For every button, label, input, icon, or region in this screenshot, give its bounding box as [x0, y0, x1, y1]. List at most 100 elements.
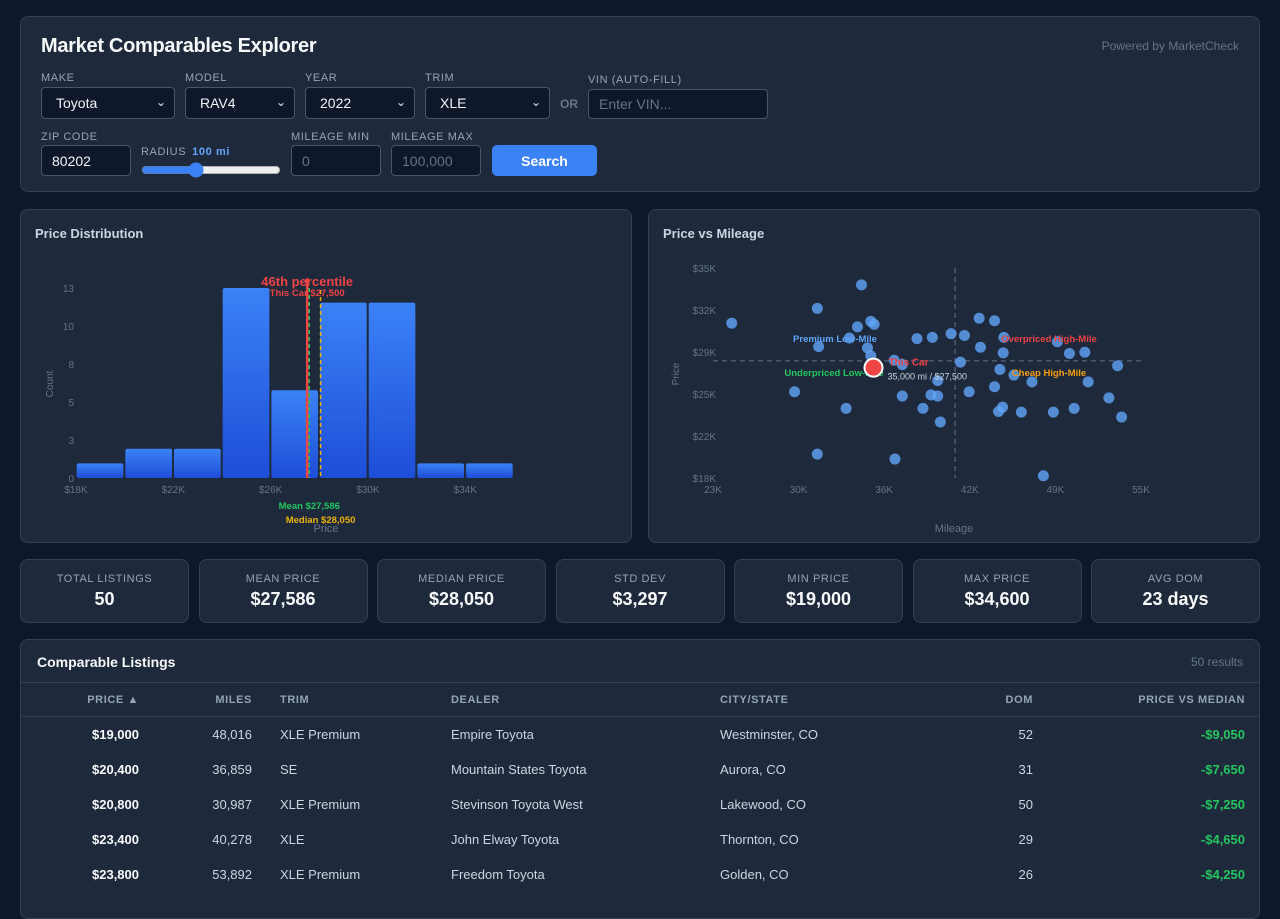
trim-label: TRIM	[425, 72, 455, 84]
scatter-point	[911, 333, 923, 345]
mileage-max-input[interactable]	[391, 145, 481, 176]
table-cell: -$4,250	[1200, 867, 1245, 882]
scatter-svg: $18K $22K $25K $29K $32K $35K 23K 30K 36K 42K 49K 5…	[671, 264, 1150, 535]
y-tick-label: $18K	[693, 474, 717, 485]
y-tick-label: 0	[68, 474, 74, 485]
scatter-point	[1112, 360, 1124, 372]
column-header[interactable]: DOM	[1005, 694, 1033, 706]
stat-card: STD DEV $3,297	[555, 559, 725, 623]
table-cell: 30,987	[212, 797, 252, 812]
stat-value: 50	[94, 589, 115, 609]
scatter-point	[963, 386, 975, 398]
table-row[interactable]: $20,400 36,859 SE Mountain States Toyota Aur…	[21, 752, 1259, 787]
histogram-bar	[320, 302, 367, 478]
percentile-label: 46th percentile	[261, 274, 353, 289]
search-filters-panel: Market Comparables Explorer Powered by M…	[20, 16, 1260, 192]
x-tick-label: 36K	[875, 485, 893, 496]
scatter-point	[1026, 376, 1038, 388]
table-cell: Freedom Toyota	[451, 867, 545, 882]
x-tick-label: $30K	[356, 485, 380, 496]
scatter-point	[1068, 402, 1080, 414]
model-select[interactable]: RAV4 ⌄	[185, 87, 295, 119]
table-cell: XLE Premium	[280, 797, 361, 812]
table-row[interactable]: $23,800 53,892 XLE Premium Freedom Toyota Go…	[21, 857, 1259, 892]
column-header[interactable]: MILES	[215, 694, 252, 706]
table-cell: 40,278	[212, 832, 252, 847]
scatter-point	[726, 317, 738, 329]
column-header[interactable]: TRIM	[280, 694, 310, 706]
powered-by: Powered by MarketCheck	[1101, 39, 1239, 53]
mean-label: Mean $27,586	[279, 501, 340, 512]
scatter-point	[896, 390, 908, 402]
column-header[interactable]: PRICE VS MEDIAN	[1138, 694, 1245, 706]
mileage-min-label: MILEAGE MIN	[291, 131, 370, 143]
vin-input[interactable]	[588, 89, 768, 119]
scatter-point	[1037, 470, 1049, 482]
column-header[interactable]: PRICE ▲	[87, 694, 139, 706]
scatter-point	[840, 402, 852, 414]
scatter-point	[975, 341, 986, 353]
x-tick-label: $26K	[259, 485, 283, 496]
table-cell: SE	[280, 762, 298, 777]
table-cell: -$7,650	[1200, 762, 1245, 777]
table-cell: 26	[1018, 867, 1033, 882]
scatter-point	[855, 279, 867, 291]
chevron-down-icon: ⌄	[275, 95, 286, 109]
scatter-point	[932, 375, 944, 387]
stat-label: MAX PRICE	[964, 573, 1030, 585]
quadrant-label-overpriced: Overpriced High-Mile	[1001, 334, 1097, 345]
table-cell: Lakewood, CO	[720, 797, 806, 812]
mileage-max-label: MILEAGE MAX	[391, 131, 474, 143]
mileage-min-input[interactable]	[291, 145, 381, 176]
y-tick-label: 10	[63, 322, 75, 333]
stat-value: 23 days	[1142, 589, 1209, 609]
scatter-point	[934, 416, 946, 428]
column-header[interactable]: DEALER	[451, 694, 500, 706]
scatter-point	[1015, 406, 1027, 418]
histogram-svg: 0 3 5 8 10 13 $18K $22K $26K $30K $34K Count Price 46…	[45, 274, 513, 535]
scatter-point	[1051, 336, 1063, 348]
scatter-point	[989, 381, 1001, 393]
table-row[interactable]: $19,000 48,016 XLE Premium Empire Toyota Wes…	[21, 717, 1259, 752]
table-cell: 52	[1018, 727, 1033, 742]
table-cell: 50	[1018, 797, 1033, 812]
table-cell: XLE Premium	[280, 867, 361, 882]
vin-label: VIN (AUTO-FILL)	[588, 74, 682, 86]
search-button[interactable]: Search	[492, 145, 597, 176]
scatter-point	[1116, 411, 1128, 423]
histogram-bar	[368, 302, 416, 478]
this-car-label: This Car $27,500	[270, 288, 345, 299]
chart-title: Price Distribution	[35, 226, 144, 241]
table-row[interactable]: $23,400 40,278 XLE John Elway Toyota Thornto…	[21, 822, 1259, 857]
table-cell: XLE Premium	[280, 727, 361, 742]
table-cell: 48,016	[212, 727, 252, 742]
radius-value: 100 mi	[192, 146, 231, 158]
zip-input[interactable]	[41, 145, 131, 176]
table-cell: $20,800	[92, 797, 139, 812]
stat-card: TOTAL LISTINGS 50	[20, 559, 189, 623]
histogram-bar	[417, 463, 465, 478]
table-cell: XLE	[280, 832, 305, 847]
table-row[interactable]: $20,800 30,987 XLE Premium Stevinson Toyota…	[21, 787, 1259, 822]
x-tick-label: 42K	[961, 485, 979, 496]
table-cell: Westminster, CO	[720, 727, 819, 742]
this-car-label: This Car	[889, 358, 929, 369]
column-header[interactable]: CITY/STATE	[720, 694, 789, 706]
make-value: Toyota	[56, 95, 98, 111]
trim-select[interactable]: XLE ⌄	[425, 87, 550, 119]
y-tick-label: $32K	[693, 306, 717, 317]
scatter-point	[889, 453, 901, 465]
x-tick-label: 23K	[704, 485, 722, 496]
price-distribution-chart: Price Distribution 0 3 5 8 10 13 $18K $22K $26K $…	[20, 209, 632, 543]
make-select[interactable]: Toyota ⌄	[41, 87, 175, 119]
radius-label-text: RADIUS	[141, 146, 187, 158]
table-cell: 29	[1018, 832, 1033, 847]
scatter-point	[1103, 392, 1115, 404]
or-label: OR	[560, 97, 578, 111]
y-tick-label: 3	[68, 436, 74, 447]
table-title: Comparable Listings	[37, 654, 176, 670]
table-cell: $19,000	[92, 727, 139, 742]
year-select[interactable]: 2022 ⌄	[305, 87, 415, 119]
stat-label: MEDIAN PRICE	[418, 573, 505, 585]
radius-slider[interactable]	[141, 162, 281, 178]
